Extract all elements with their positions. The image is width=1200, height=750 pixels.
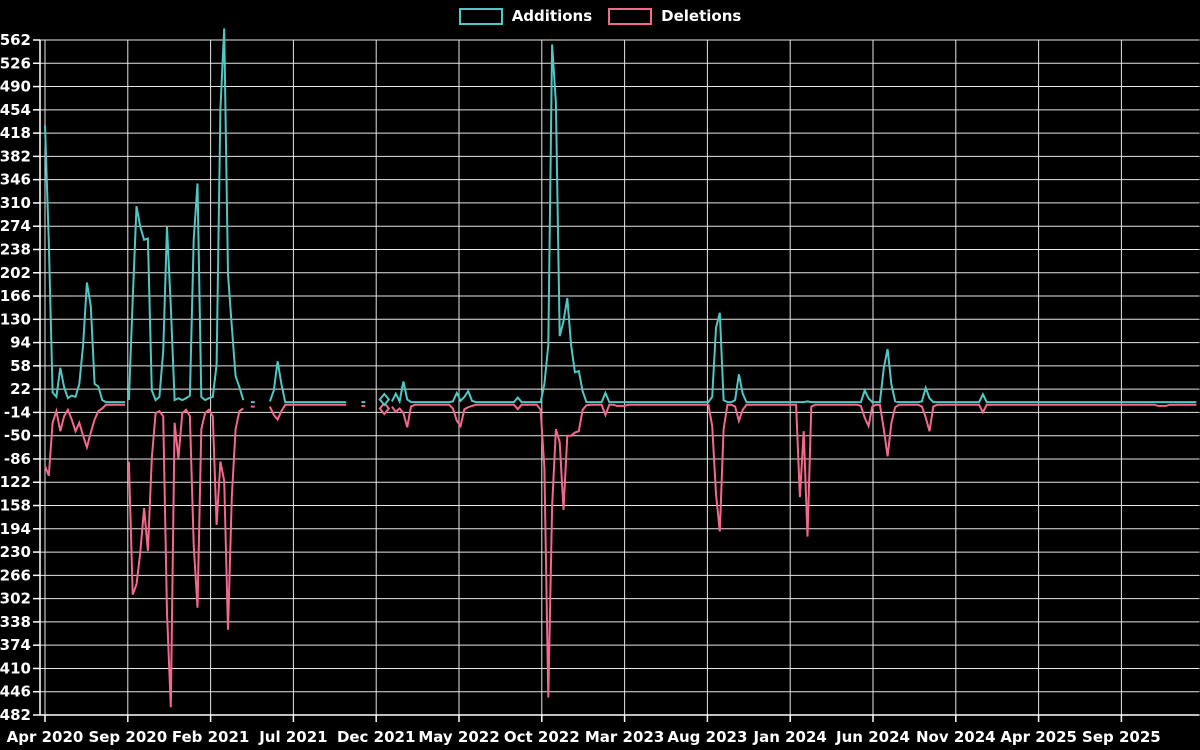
x-tick-label: Oct 2022 — [504, 728, 580, 746]
additions-legend-label: Additions — [511, 7, 593, 25]
deletions-line — [44, 403, 126, 477]
x-axis-labels: Apr 2020 Sep 2020 Feb 2021 Jul 2021 Dec 2021… — [7, 715, 1161, 746]
y-tick-label: -482 — [0, 706, 31, 724]
y-tick-label: 382 — [0, 147, 31, 165]
x-tick-label: Feb 2021 — [172, 728, 250, 746]
deletions-line — [127, 407, 244, 708]
y-tick-label: -446 — [0, 683, 31, 701]
y-tick-label: 418 — [0, 124, 31, 142]
additions-line — [127, 28, 245, 402]
additions-line — [391, 44, 1197, 405]
y-tick-label: 238 — [0, 240, 31, 258]
y-tick-label: 346 — [0, 171, 31, 189]
x-tick-label: Jul 2021 — [258, 728, 327, 746]
y-tick-label: 202 — [0, 264, 31, 282]
additions-series — [44, 28, 1197, 407]
x-tick-label: Jan 2024 — [753, 728, 827, 746]
x-tick-label: Jun 2024 — [835, 728, 910, 746]
y-tick-label: -410 — [0, 659, 31, 677]
y-tick-label: 562 — [0, 31, 31, 49]
axes — [39, 40, 1200, 716]
y-tick-label: -266 — [0, 566, 31, 584]
x-tick-label: Sep 2020 — [88, 728, 167, 746]
y-tick-label: 22 — [10, 380, 31, 398]
y-tick-label: 94 — [10, 334, 31, 352]
y-axis-labels: 562 526 490 454 418 382 346 310 274 238 202 166 130 9… — [0, 31, 40, 724]
y-tick-label: -302 — [0, 590, 31, 608]
legend-item-additions[interactable]: Additions — [458, 7, 593, 25]
y-tick-label: 58 — [10, 357, 31, 375]
deletions-series — [44, 401, 1197, 708]
y-tick-label: -374 — [0, 636, 31, 654]
x-tick-label: Apr 2020 — [7, 728, 84, 746]
y-tick-label: 310 — [0, 194, 31, 212]
chart-legend: Additions Deletions — [0, 7, 1200, 25]
y-tick-label: -50 — [4, 427, 31, 445]
y-tick-label: -338 — [0, 613, 31, 631]
x-tick-label: Nov 2024 — [916, 728, 996, 746]
y-tick-label: 274 — [0, 217, 31, 235]
x-tick-label: Dec 2021 — [337, 728, 416, 746]
y-tick-label: 166 — [0, 287, 31, 305]
x-tick-label: Mar 2023 — [585, 728, 664, 746]
deletions-point-marker — [378, 401, 391, 416]
y-tick-label: -14 — [4, 403, 31, 421]
y-tick-label: -158 — [0, 497, 31, 515]
legend-item-deletions[interactable]: Deletions — [608, 7, 741, 25]
deletions-swatch-icon — [608, 7, 653, 25]
additions-point-marker — [378, 392, 391, 407]
additions-swatch-icon — [458, 7, 503, 25]
x-tick-label: Aug 2023 — [667, 728, 747, 746]
y-tick-label: 526 — [0, 54, 31, 72]
y-tick-label: -122 — [0, 473, 31, 491]
deletions-legend-label: Deletions — [661, 7, 742, 25]
y-tick-label: -86 — [4, 450, 31, 468]
y-tick-label: 130 — [0, 310, 31, 328]
deletions-line — [391, 403, 1197, 698]
y-tick-label: -194 — [0, 520, 31, 538]
grid-lines — [40, 39, 1200, 716]
x-tick-label: May 2022 — [418, 728, 499, 746]
y-tick-label: 490 — [0, 78, 31, 96]
y-tick-label: -230 — [0, 543, 31, 561]
additions-line — [44, 125, 126, 404]
y-tick-label: 454 — [0, 101, 31, 119]
deletions-line — [268, 403, 347, 422]
additions-line — [268, 361, 347, 404]
x-tick-label: Sep 2025 — [1082, 728, 1161, 746]
x-tick-label: Apr 2025 — [1000, 728, 1077, 746]
